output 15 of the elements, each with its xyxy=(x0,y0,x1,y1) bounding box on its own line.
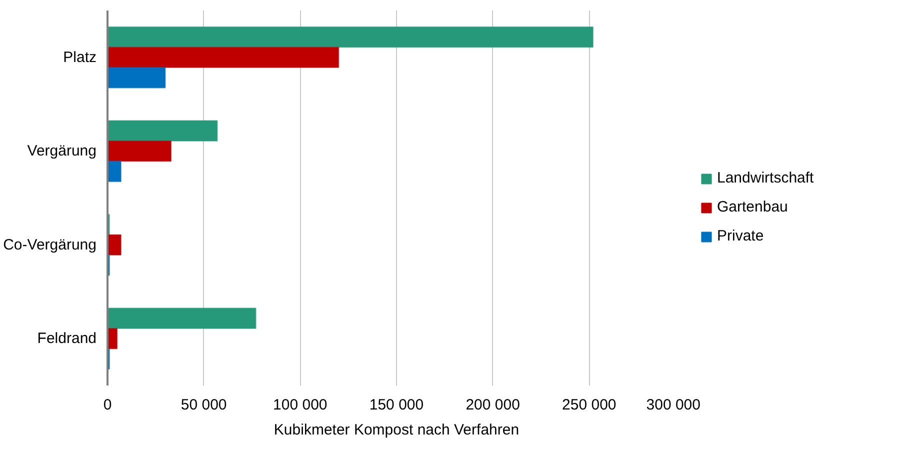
y-tick-label: Vergärung xyxy=(27,142,97,160)
x-tick-label: 250 000 xyxy=(562,396,616,414)
legend-label: Landwirtschaft xyxy=(717,170,814,186)
x-tick-label: 0 xyxy=(103,396,112,414)
y-tick-label: Co-Vergärung xyxy=(3,236,97,254)
legend-label: Gartenbau xyxy=(717,198,788,216)
y-tick-label: Platz xyxy=(63,48,97,66)
x-tick-label: 300 000 xyxy=(646,396,701,414)
y-tick-label: Feldrand xyxy=(37,330,96,348)
x-tick-label: 200 000 xyxy=(466,396,520,414)
x-axis-title: Kubikmeter Kompost nach Verfahren xyxy=(274,422,520,438)
x-tick-label: 50 000 xyxy=(180,396,227,414)
legend-label: Private xyxy=(717,228,764,244)
x-tick-label: 150 000 xyxy=(369,396,424,414)
x-tick-label: 100 000 xyxy=(273,396,328,414)
